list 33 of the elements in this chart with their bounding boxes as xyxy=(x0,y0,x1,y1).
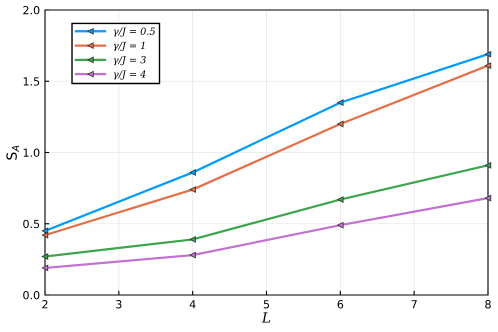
point xyxy=(484,162,492,169)
point xyxy=(189,169,196,176)
x-tick-label: 4 xyxy=(190,300,196,308)
legend-label: γ/J = 0.5 xyxy=(114,27,156,37)
point xyxy=(189,252,196,258)
point xyxy=(189,236,196,243)
point xyxy=(337,99,344,106)
x-tick-label: 6 xyxy=(338,300,344,308)
y-tick-label: 2.0 xyxy=(23,6,40,14)
x-tick-label: 7 xyxy=(412,300,417,308)
point xyxy=(337,222,344,228)
y-axis-title: S$_{A}$ xyxy=(6,146,19,160)
x-tick-label: 2 xyxy=(42,300,48,308)
y-tick-label: 0.5 xyxy=(23,220,40,228)
y-tick-label: 1.5 xyxy=(24,77,40,86)
x-tick-label: 5 xyxy=(264,300,270,308)
point xyxy=(484,50,492,58)
legend-label: γ/J = 3 xyxy=(114,56,146,66)
legend-label: γ/J = 1 xyxy=(114,42,144,52)
point xyxy=(42,264,48,272)
point xyxy=(189,186,196,193)
y-tick-label: 0.0 xyxy=(23,290,40,300)
point xyxy=(337,196,344,203)
x-axis-title: L xyxy=(262,312,270,323)
point xyxy=(484,62,492,69)
y-tick-label: 1.0 xyxy=(24,148,40,157)
point xyxy=(337,120,344,128)
x-tick-label: 3 xyxy=(116,300,122,308)
point xyxy=(42,253,48,260)
point xyxy=(484,194,492,202)
point xyxy=(42,232,48,238)
x-tick-label: 8 xyxy=(485,300,491,308)
legend-label: γ/J = 4 xyxy=(114,70,146,80)
